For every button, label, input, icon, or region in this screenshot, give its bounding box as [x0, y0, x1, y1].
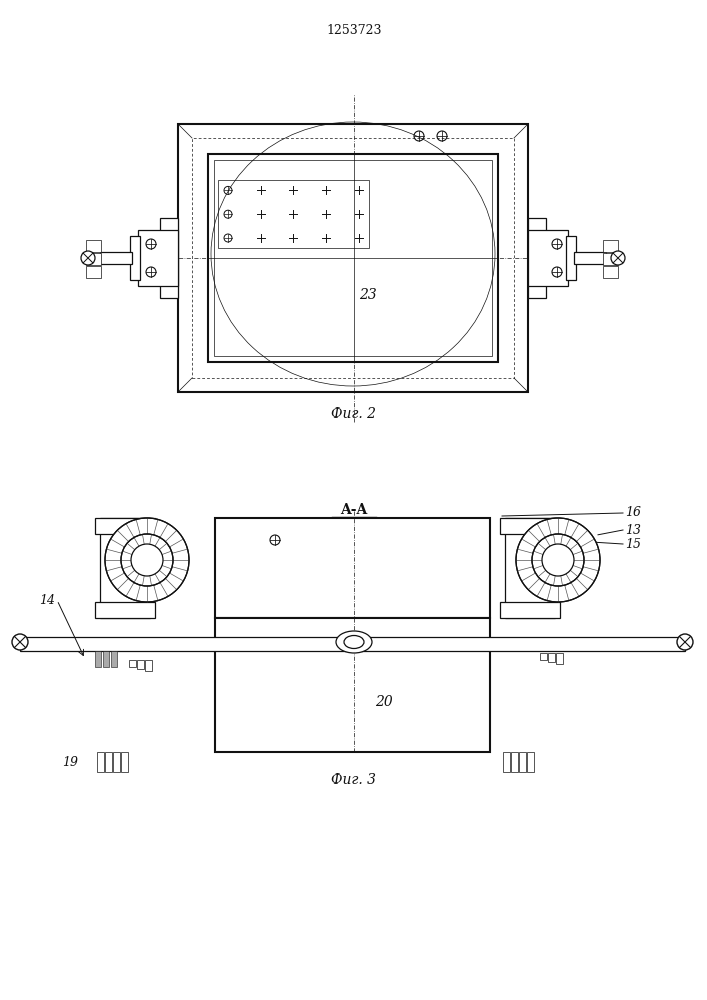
- Bar: [105, 752, 112, 772]
- Bar: [540, 653, 547, 660]
- Bar: [178, 124, 528, 392]
- Text: 23: 23: [358, 288, 376, 302]
- Text: 14: 14: [39, 593, 55, 606]
- Bar: [129, 660, 136, 667]
- Bar: [95, 602, 155, 618]
- Bar: [218, 180, 369, 248]
- Circle shape: [516, 518, 600, 602]
- Circle shape: [677, 634, 693, 650]
- Circle shape: [81, 251, 95, 265]
- Bar: [145, 660, 152, 671]
- Bar: [138, 230, 178, 286]
- Bar: [208, 154, 498, 362]
- Bar: [103, 651, 109, 667]
- Circle shape: [131, 544, 163, 576]
- Text: 1253723: 1253723: [326, 23, 382, 36]
- Bar: [95, 518, 155, 534]
- Bar: [111, 651, 117, 667]
- Bar: [505, 518, 555, 618]
- Circle shape: [12, 634, 28, 650]
- Bar: [86, 240, 101, 252]
- Bar: [603, 253, 618, 265]
- Bar: [160, 218, 178, 298]
- Text: A-A: A-A: [340, 503, 368, 517]
- Bar: [214, 160, 492, 356]
- Text: 15: 15: [625, 538, 641, 550]
- Bar: [519, 752, 526, 772]
- Bar: [215, 618, 490, 752]
- Bar: [528, 218, 546, 298]
- Ellipse shape: [336, 631, 372, 653]
- Bar: [192, 138, 514, 378]
- Circle shape: [121, 534, 173, 586]
- Bar: [95, 651, 101, 667]
- Text: 16: 16: [625, 506, 641, 520]
- Bar: [137, 660, 144, 669]
- Bar: [20, 637, 685, 651]
- Text: 20: 20: [375, 695, 393, 709]
- Bar: [121, 752, 128, 772]
- Bar: [503, 752, 510, 772]
- Bar: [100, 518, 150, 618]
- Circle shape: [105, 518, 189, 602]
- Bar: [86, 266, 101, 278]
- Bar: [527, 752, 534, 772]
- Bar: [566, 236, 576, 280]
- Circle shape: [611, 251, 625, 265]
- Text: 19: 19: [62, 756, 78, 768]
- Bar: [130, 236, 140, 280]
- Bar: [511, 752, 518, 772]
- Bar: [500, 518, 560, 534]
- Bar: [215, 518, 490, 618]
- Text: Фиг. 3: Фиг. 3: [332, 773, 377, 787]
- Bar: [113, 752, 120, 772]
- Ellipse shape: [344, 636, 364, 648]
- Bar: [603, 266, 618, 278]
- Bar: [100, 252, 132, 264]
- Circle shape: [542, 544, 574, 576]
- Bar: [86, 253, 101, 265]
- Circle shape: [532, 534, 584, 586]
- Bar: [97, 752, 104, 772]
- Bar: [574, 252, 606, 264]
- Text: 13: 13: [625, 524, 641, 536]
- Bar: [603, 240, 618, 252]
- Bar: [548, 653, 555, 662]
- Text: Фиг. 2: Фиг. 2: [332, 407, 377, 421]
- Bar: [528, 230, 568, 286]
- Bar: [500, 602, 560, 618]
- Bar: [556, 653, 563, 664]
